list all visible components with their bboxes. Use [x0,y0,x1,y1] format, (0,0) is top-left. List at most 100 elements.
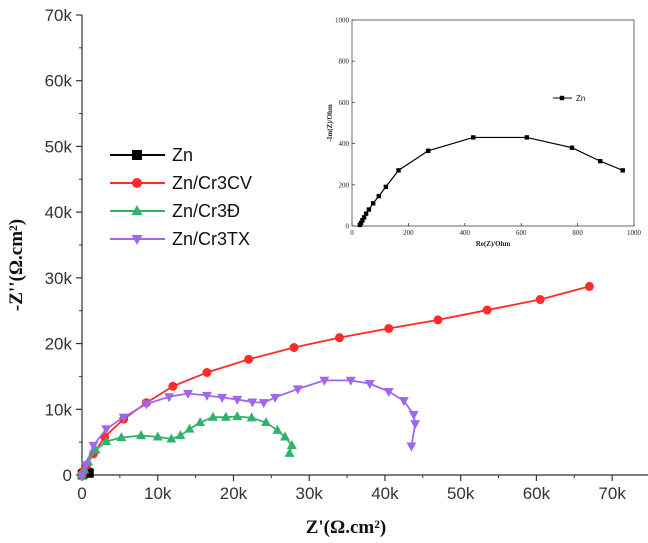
data-point [166,433,177,443]
inset-y-tick-label: 600 [339,99,350,107]
data-point [141,400,152,410]
inset-data-point [597,158,603,164]
data-point [116,432,127,442]
y-tick-label: 0 [63,466,72,485]
inset-y-tick-label: 800 [339,58,350,66]
inset-data-point [370,201,376,206]
inset-data-point [524,135,530,140]
legend-entry: Zn [172,145,193,165]
data-point [319,376,330,386]
series-line [81,379,417,476]
y-tick-label: 10k [45,400,73,419]
data-point [383,387,394,397]
data-point [232,395,243,405]
data-point [384,323,394,333]
data-point [482,305,492,315]
data-point [261,417,271,427]
data-point [410,420,421,430]
inset-data-point [569,145,575,150]
inset-x-tick-label: 800 [572,229,583,237]
inset-data-point [383,184,389,190]
y-tick-label: 60k [45,72,73,91]
data-point [183,389,193,399]
series-2 [77,411,297,479]
data-point [195,417,206,427]
data-point [80,461,91,471]
data-point [202,391,212,401]
data-point [101,436,112,446]
x-tick-label: 20k [220,484,248,503]
data-point [258,399,269,409]
main-plot: 0 10k 20k 30k 40k 50k 60k 70k 0 10k 20k 30k 40k 50k 60… [6,6,648,538]
data-point [292,385,303,395]
legend-marker [132,150,142,160]
data-point [84,468,94,478]
data-point [88,441,99,451]
inset-data-point [471,135,476,140]
data-point [202,367,212,377]
inset-legend-entry: Zn [576,94,585,103]
data-point [208,411,218,421]
legend-entry: Zn/Cr3TX [172,229,250,249]
y-tick-label: 30k [45,269,73,288]
inset-x-tick-label: 200 [403,229,414,237]
inset-data-point [376,193,381,199]
legend-entry: Zn/Cr3CV [172,173,252,193]
data-point [334,333,344,343]
inset-data-point [425,148,431,154]
data-point [535,295,545,305]
data-point [345,376,356,386]
data-point [220,411,231,421]
data-point [118,413,129,423]
data-point [217,393,228,403]
x-tick-label: 70k [598,484,626,503]
legend-entry: Zn/Cr3Đ [172,201,240,221]
x-tick-label: 50k [447,484,475,503]
data-point [168,381,178,391]
inset-data-point [361,215,367,220]
legend-marker [131,235,143,245]
data-point [398,397,409,407]
inset-data-point [358,220,364,226]
y-tick-label: 50k [45,137,73,156]
legend-marker [132,178,142,188]
data-point [247,398,258,408]
inset-y-tick-label: 0 [346,223,350,231]
data-point [286,440,297,450]
inset-data-point [396,168,401,173]
series-3 [77,376,421,481]
data-point [77,471,87,481]
inset-plot: 0 200 400 600 800 1000 0 200 400 600 800 1000 Re(Z)/… [326,17,642,249]
data-point [364,380,375,390]
inset-legend-marker [559,95,565,101]
x-tick-label: 10k [144,484,172,503]
data-point [406,442,417,452]
inset-y-axis-title: -Im(Z)/Ohm [326,104,334,142]
data-point [244,354,254,364]
x-tick-label: 30k [295,484,323,503]
data-point [584,281,594,291]
inset-x-tick-label: 400 [460,229,471,237]
data-point [284,447,295,457]
data-point [433,315,443,325]
inset-x-tick-label: 0 [350,229,354,237]
inset-legend: Zn [553,94,585,103]
x-tick-label: 60k [523,484,551,503]
inset-x-tick-label: 600 [516,229,527,237]
inset-y-tick-label: 1000 [335,17,350,25]
inset-frame [351,19,635,227]
inset-data-point [366,207,372,212]
inset-x-tick-label: 1000 [627,229,642,237]
data-point [280,431,290,441]
legend: Zn Zn/Cr3CV Zn/Cr3Đ Zn/Cr3TX [110,145,252,249]
data-point [272,424,283,434]
y-tick-label: 20k [45,335,73,354]
data-point [289,343,299,353]
legend-marker [131,205,143,215]
y-tick-label: 40k [45,203,73,222]
data-point [408,410,419,420]
inset-y-tick-label: 400 [339,140,350,148]
data-point [175,430,186,440]
data-point [101,425,112,435]
